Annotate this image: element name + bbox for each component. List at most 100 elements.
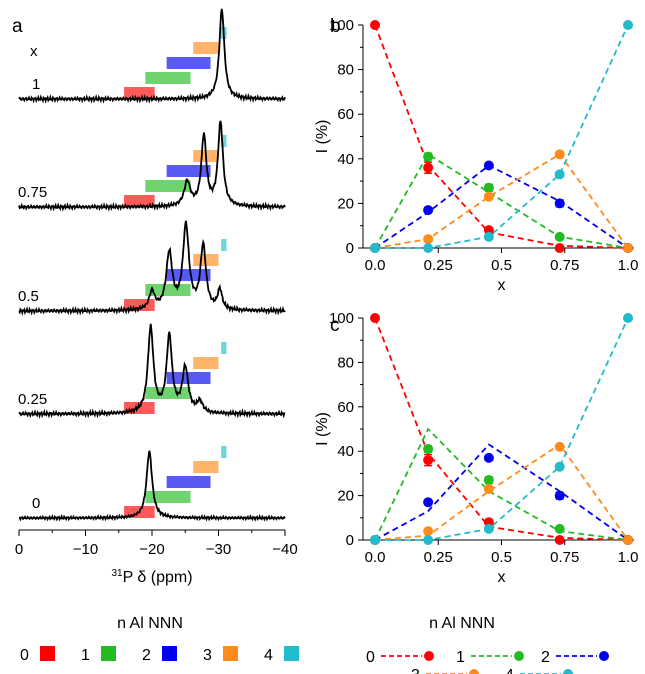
legend-right-label-2: 2 — [541, 649, 550, 666]
legend-right-label-3: 3 — [411, 667, 420, 674]
panel-a-spectra: 1 0.75 0.5 0.25 0 x 0 −10 −20 −30 −40 31P δ (ppm) — [15, 8, 298, 586]
shift-range-bar-n4-x0 — [221, 446, 227, 458]
y-tick-label: 80 — [337, 354, 354, 371]
legend-left-title: n Al NNN — [117, 615, 183, 632]
x-tick-label: −20 — [139, 541, 164, 558]
data-point-n4 — [554, 169, 565, 180]
shift-range-bar-n0-x0.75 — [124, 195, 155, 207]
shift-range-bar-n4-x0.5 — [221, 239, 227, 251]
data-point-n0 — [370, 20, 380, 30]
spectrum-trace-x0.25 — [18, 323, 286, 420]
x-tick-label: 1.0 — [618, 549, 639, 566]
legend-left-swatch-1 — [101, 646, 116, 661]
spectrum-label-x0.75: 0.75 — [18, 184, 47, 201]
legend-right: n Al NNN 0 1 2 3 4 — [366, 615, 609, 674]
y-tick-label: 0 — [346, 532, 354, 549]
x-tick-label: 0.75 — [550, 549, 579, 566]
model-line-n3 — [374, 153, 629, 249]
legend-right-marker-2 — [599, 651, 609, 661]
legend-right-marker-1 — [514, 651, 524, 661]
data-point-n3 — [423, 526, 434, 537]
data-point-n3 — [554, 441, 565, 452]
model-line-n0 — [374, 24, 629, 249]
y-tick-label: 100 — [329, 310, 354, 327]
data-point-n1 — [554, 523, 565, 534]
shift-range-bar-n3-x0.25 — [193, 357, 219, 369]
model-line-n4 — [375, 24, 629, 249]
legend-right-title: n Al NNN — [429, 615, 495, 632]
legend-right-label-4: 4 — [505, 667, 514, 674]
data-point-n2 — [423, 205, 434, 216]
legend-left: n Al NNN 0 1 2 3 4 — [20, 615, 299, 664]
shift-range-bar-n1-x0.75 — [145, 180, 191, 192]
shift-range-bar-n1-x0.5 — [145, 284, 191, 296]
shift-range-bar-n1-x1 — [145, 72, 191, 84]
x-tick-label: 0.0 — [365, 257, 386, 274]
data-point-n1 — [483, 475, 494, 486]
spectrum-label-x0: 0 — [32, 495, 40, 512]
shift-range-bar-n2-x0.75 — [166, 165, 211, 177]
panel-a-letter: a — [12, 16, 23, 37]
data-point-n1 — [483, 182, 494, 193]
data-point-n0 — [554, 243, 565, 253]
y-tick-label: 40 — [337, 151, 354, 168]
data-point-n4 — [423, 535, 434, 545]
spectrum-trace-x0.75 — [18, 120, 286, 212]
y-tick-label: 20 — [337, 488, 354, 505]
model-line-n3 — [374, 443, 629, 541]
y-axis-label: I (%) — [314, 120, 331, 154]
spectrum-label-x1: 1 — [32, 76, 40, 93]
shift-range-bar-n2-x0.25 — [166, 372, 211, 384]
data-point-n2 — [554, 490, 565, 501]
column-header: x — [30, 43, 38, 60]
legend-left-label-2: 2 — [142, 647, 151, 664]
data-point-n4 — [370, 535, 380, 545]
model-line-n1 — [374, 427, 629, 541]
spectrum-trace-x0.5 — [18, 220, 286, 317]
x-axis-label: x — [498, 277, 506, 294]
x-tick-label: 0.5 — [491, 257, 512, 274]
spectrum-trace-x0 — [18, 450, 286, 522]
y-tick-label: 80 — [337, 62, 354, 79]
data-point-n3 — [623, 243, 633, 253]
legend-right-label-0: 0 — [366, 649, 375, 666]
legend-left-swatch-4 — [284, 646, 299, 661]
data-point-n3 — [483, 191, 494, 202]
y-tick-label: 40 — [337, 443, 354, 460]
data-point-n4 — [554, 461, 565, 472]
legend-right-marker-0 — [424, 651, 434, 661]
x-tick-label: −10 — [73, 541, 98, 558]
x-tick-label: −40 — [272, 541, 297, 558]
legend-left-label-0: 0 — [20, 647, 29, 664]
y-tick-label: 60 — [337, 106, 354, 123]
legend-right-label-1: 1 — [456, 649, 465, 666]
data-point-n2 — [423, 497, 434, 508]
legend-left-label-3: 3 — [203, 647, 212, 664]
shift-range-bar-n1-x0.25 — [145, 387, 191, 399]
model-line-n2 — [374, 443, 629, 541]
shift-range-bar-n2-x1 — [166, 57, 211, 69]
spectrum-label-x0.5: 0.5 — [18, 288, 39, 305]
panel-c-intensity-plot: 0.0 0.25 0.5 0.75 1.0 0 20 40 60 80 100 x I (%) — [314, 310, 638, 586]
legend-left-label-4: 4 — [264, 647, 273, 664]
data-point-n4 — [483, 523, 494, 534]
panel-b-intensity-plot: 0.0 0.25 0.5 0.75 1.0 0 20 40 60 80 100 x I (%) — [314, 17, 638, 294]
y-tick-label: 0 — [346, 240, 354, 257]
legend-right-marker-3 — [469, 669, 479, 674]
legend-left-swatch-2 — [162, 646, 177, 661]
shift-range-bar-n1-x0 — [145, 491, 191, 503]
x-axis-label: x — [498, 569, 506, 586]
data-point-n0 — [423, 162, 434, 173]
data-point-n3 — [623, 535, 633, 545]
model-line-n4 — [375, 317, 629, 541]
data-point-n1 — [423, 443, 434, 454]
data-point-n1 — [554, 231, 565, 242]
data-point-n3 — [554, 149, 565, 160]
x-tick-label: 0.5 — [491, 549, 512, 566]
y-tick-label: 100 — [329, 17, 354, 34]
y-tick-label: 60 — [337, 399, 354, 416]
shift-range-bar-n4-x0.75 — [221, 135, 227, 147]
x-tick-label: 0.25 — [424, 549, 453, 566]
x-tick-label: 0 — [15, 541, 23, 558]
